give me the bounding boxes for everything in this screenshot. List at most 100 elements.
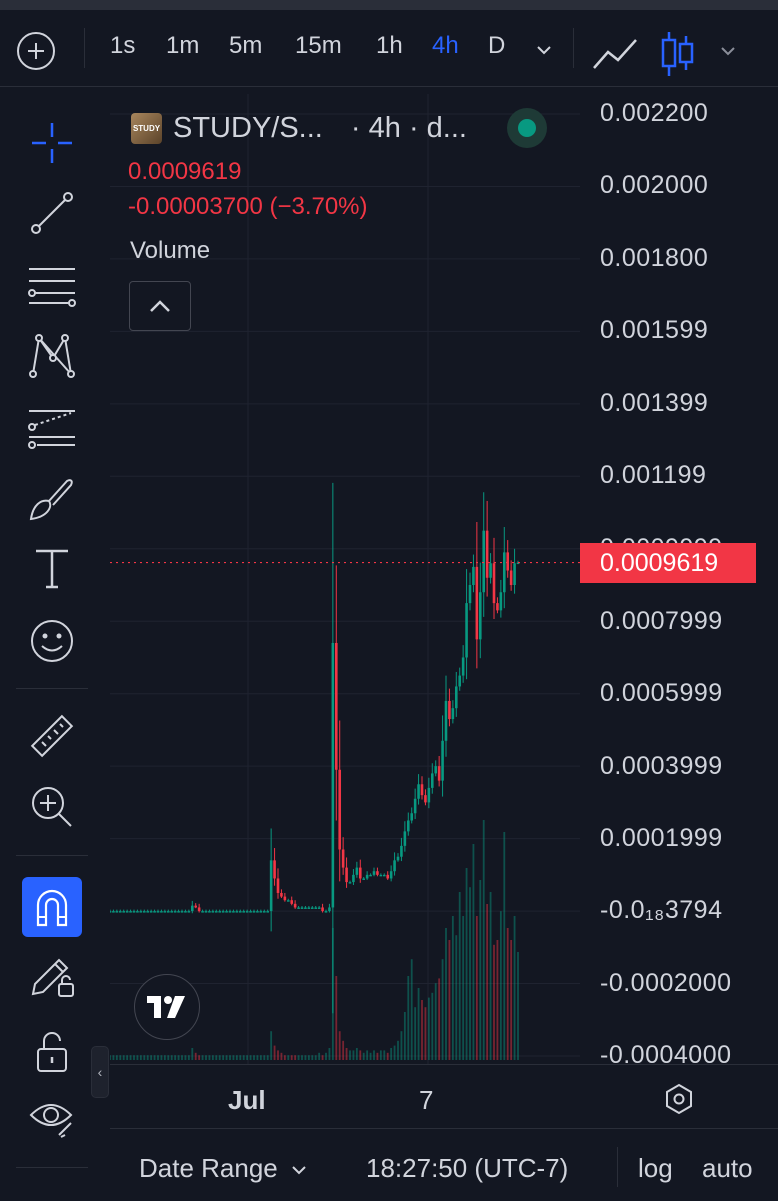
candle-body (160, 911, 163, 913)
prediction-tool[interactable] (22, 397, 82, 457)
add-symbol-button[interactable] (17, 32, 55, 70)
interval-1m[interactable]: 1m (166, 32, 200, 59)
tradingview-logo[interactable] (134, 974, 200, 1040)
candle-body (132, 911, 136, 913)
chevron-up-icon (150, 300, 170, 312)
volume-bar (301, 1055, 303, 1060)
volume-bar (475, 916, 478, 1060)
symbol-legend[interactable]: STUDY/S... · 4h · d... (173, 112, 467, 145)
candles-chart-type-icon[interactable] (660, 30, 694, 78)
price-chart[interactable] (110, 94, 580, 1064)
volume-bar (205, 1055, 207, 1060)
trend-line-tool[interactable] (22, 183, 82, 243)
volume-bar (427, 997, 430, 1060)
date-range-label: Date Range (139, 1153, 278, 1183)
chart-settings-hexagon-icon[interactable] (663, 1083, 695, 1115)
candle-body (465, 603, 468, 658)
log-scale-toggle[interactable]: log (638, 1153, 673, 1183)
candle-body (245, 911, 249, 913)
symbol-logo: STUDY (131, 113, 162, 144)
candle-body (427, 787, 431, 803)
candle-body (317, 907, 321, 909)
unlock-icon (37, 1032, 67, 1072)
candle-body (211, 911, 215, 913)
time-axis[interactable]: Jul 7 (110, 1064, 778, 1129)
candle-body (355, 867, 359, 875)
interval-1h[interactable]: 1h (376, 32, 403, 59)
volume-bar (194, 1052, 197, 1060)
volume-bar (417, 988, 420, 1060)
collapse-legend-button[interactable] (129, 281, 191, 331)
candle-body (218, 911, 222, 913)
volume-bar (256, 1055, 259, 1060)
candle-body (420, 784, 424, 796)
measure-tool[interactable] (22, 707, 82, 767)
magnet-mode-tool[interactable] (22, 877, 82, 937)
brush-tool[interactable] (22, 469, 82, 529)
text-tool[interactable] (22, 539, 82, 599)
volume-bar (352, 1050, 355, 1060)
candle-body (358, 867, 362, 879)
volume-bar (249, 1055, 252, 1060)
collapse-panel-tab[interactable]: ‹ (91, 1046, 109, 1098)
lock-all-tool[interactable] (22, 1021, 82, 1081)
volume-bar (321, 1055, 324, 1060)
market-status-indicator[interactable] (507, 108, 547, 148)
lock-drawing-tool[interactable] (22, 943, 82, 1003)
candle-body (297, 907, 300, 909)
interval-4h[interactable]: 4h (432, 32, 459, 59)
price-change-value: -0.00003700 (−3.70%) (128, 193, 368, 220)
price-axis[interactable]: 0.002200 0.002000 0.001800 0.001599 0.00… (580, 94, 778, 1069)
candle-body (300, 907, 304, 909)
interval-1s[interactable]: 1s (110, 32, 136, 59)
price-axis-label: 0.001599 (600, 316, 709, 344)
symbol-name[interactable]: STUDY/S... (173, 112, 323, 144)
top-toolbar: 1s 1m 5m 15m 1h 4h D (0, 10, 778, 87)
symbol-logo-text: STUDY (132, 124, 161, 133)
volume-bar (150, 1055, 153, 1060)
volume-bar (465, 868, 468, 1060)
interval-15m[interactable]: 15m (295, 32, 342, 59)
candle-body (468, 585, 472, 604)
candle-body (112, 911, 115, 913)
interval-5m[interactable]: 5m (229, 32, 263, 59)
pattern-tool[interactable] (22, 325, 82, 385)
volume-bar (222, 1055, 225, 1060)
smiley-icon (31, 620, 73, 662)
bottom-bar: Date Range 18:27:50 (UTC-7) log auto (110, 1128, 778, 1201)
volume-bar (342, 1040, 345, 1060)
auto-scale-toggle[interactable]: auto (702, 1153, 753, 1183)
volume-bar (424, 1007, 427, 1060)
chart-type-dropdown-chevron-icon[interactable] (720, 46, 736, 56)
hide-drawings-tool[interactable] (22, 1087, 82, 1147)
volume-bar (493, 944, 495, 1060)
candle-body (410, 813, 414, 821)
price-axis-label: 0.0003999 (600, 752, 723, 780)
crosshair-tool[interactable] (22, 113, 82, 173)
fib-channel-tool[interactable] (22, 255, 82, 315)
zoom-tool[interactable] (22, 777, 82, 837)
volume-bar (458, 892, 461, 1060)
date-range-button[interactable]: Date Range (139, 1153, 307, 1184)
interval-D[interactable]: D (488, 32, 506, 59)
chart-pane[interactable] (110, 94, 580, 1064)
candle-body (166, 911, 170, 913)
emoji-tool[interactable] (22, 611, 82, 671)
volume-bar (431, 992, 434, 1060)
line-chart-type-icon[interactable] (592, 36, 638, 72)
candle-body (441, 740, 444, 781)
interval-dropdown-chevron-icon[interactable] (536, 44, 552, 56)
candle-body (307, 907, 311, 909)
volume-bar (407, 976, 410, 1060)
candle-body (118, 911, 122, 913)
volume-bar (503, 832, 506, 1060)
candle-body (478, 592, 482, 640)
volume-bar (115, 1055, 118, 1060)
volume-bar (390, 1048, 393, 1060)
volume-indicator-label[interactable]: Volume (130, 237, 211, 264)
time-zone-clock[interactable]: 18:27:50 (UTC-7) (366, 1153, 569, 1183)
tools-divider (16, 688, 88, 689)
volume-bar (482, 820, 485, 1060)
volume-bar (287, 1055, 290, 1060)
volume-bar (345, 1048, 348, 1060)
